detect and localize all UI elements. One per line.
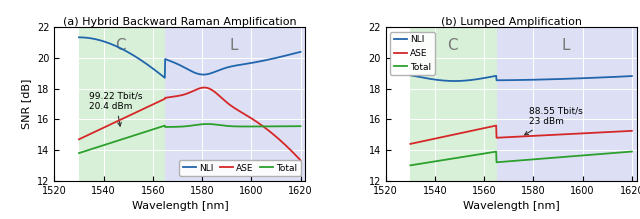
- Text: 88.55 Tbit/s
23 dBm: 88.55 Tbit/s 23 dBm: [525, 107, 582, 135]
- Title: (b) Lumped Amplification: (b) Lumped Amplification: [441, 17, 582, 26]
- X-axis label: Wavelength [nm]: Wavelength [nm]: [132, 201, 228, 211]
- Bar: [165, 27, 305, 181]
- Bar: [79, 27, 165, 181]
- Legend: NLI, ASE, Total: NLI, ASE, Total: [179, 160, 301, 176]
- Text: C: C: [116, 38, 126, 53]
- Y-axis label: SNR [dB]: SNR [dB]: [22, 79, 31, 129]
- Title: (a) Hybrid Backward Raman Amplification: (a) Hybrid Backward Raman Amplification: [63, 17, 297, 26]
- Text: 99.22 Tbit/s
20.4 dBm: 99.22 Tbit/s 20.4 dBm: [89, 91, 142, 126]
- X-axis label: Wavelength [nm]: Wavelength [nm]: [463, 201, 559, 211]
- Bar: [497, 27, 637, 181]
- Text: L: L: [561, 38, 570, 53]
- Legend: NLI, ASE, Total: NLI, ASE, Total: [390, 32, 435, 75]
- Bar: [410, 27, 497, 181]
- Text: C: C: [447, 38, 458, 53]
- Text: L: L: [230, 38, 238, 53]
